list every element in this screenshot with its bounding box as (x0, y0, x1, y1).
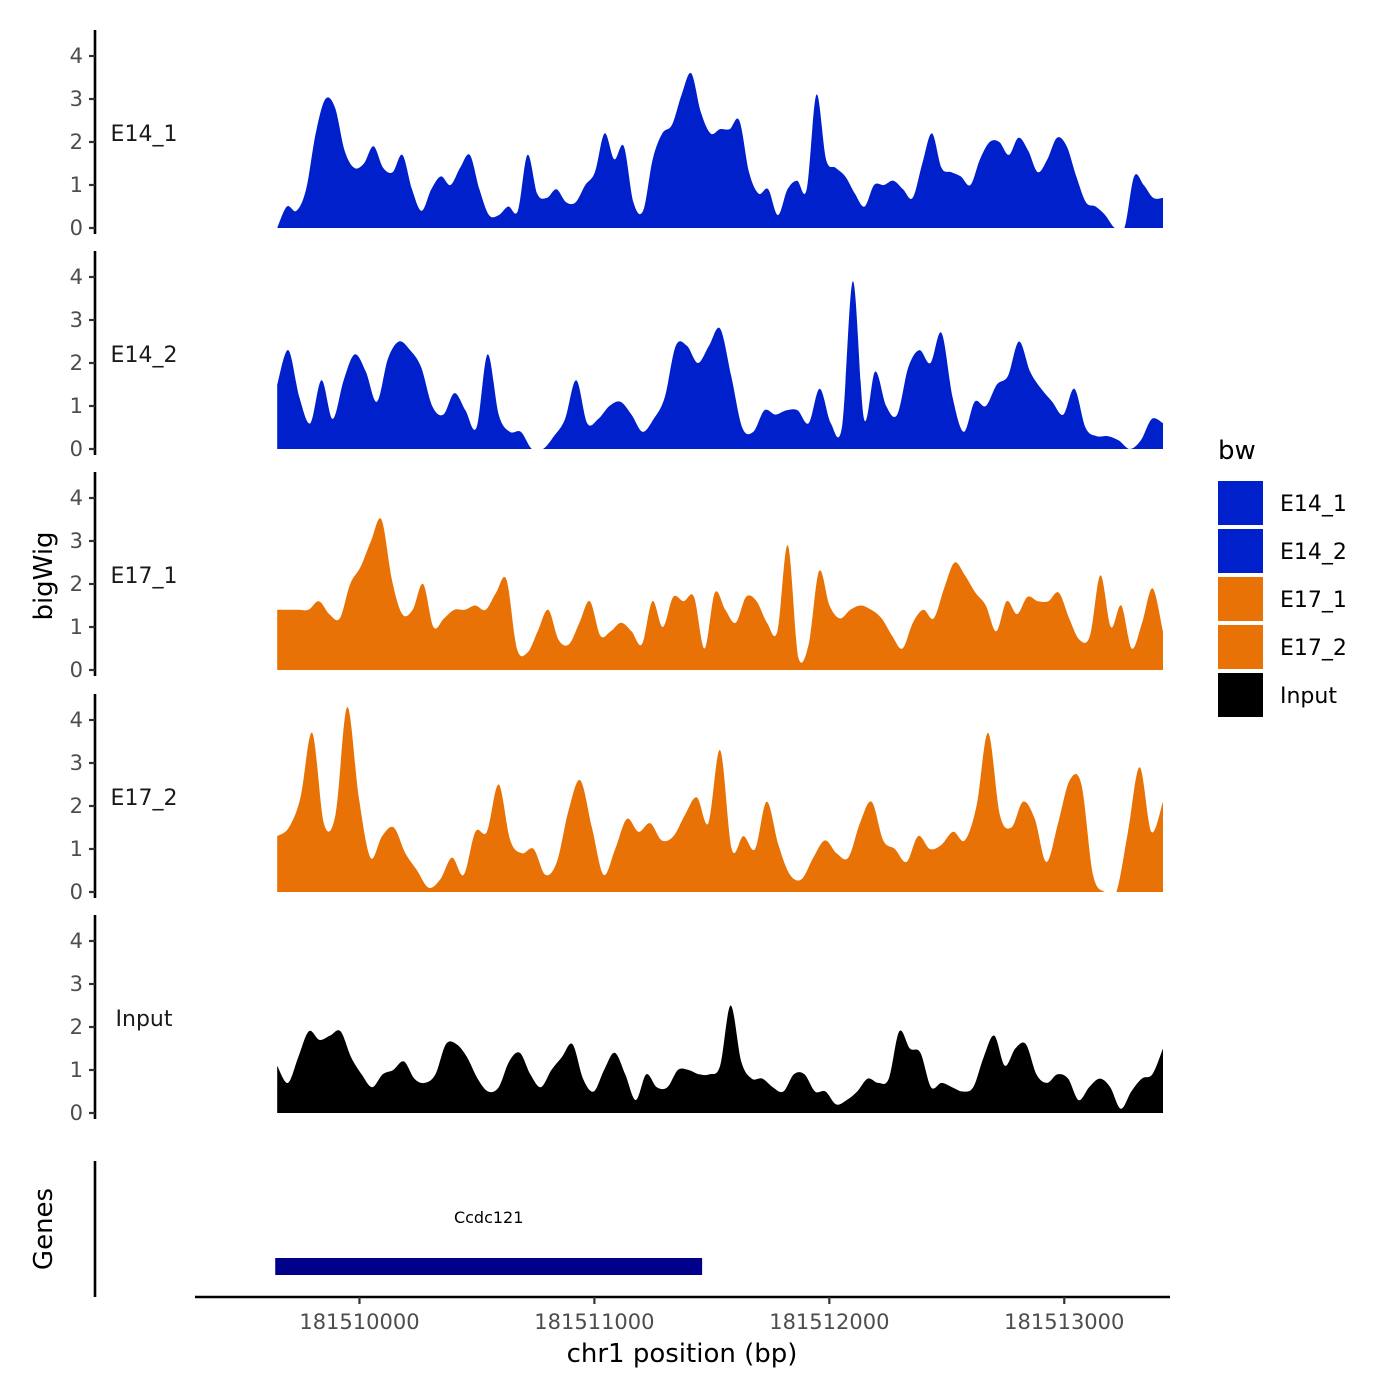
y-axis-title: bigWig (29, 531, 59, 620)
y-tick-label: 0 (70, 1101, 83, 1125)
y-tick-label: 2 (70, 351, 83, 375)
legend-key-E17_1 (1218, 577, 1263, 621)
legend-label-E14_2: E14_2 (1280, 540, 1347, 565)
track-E14_2: 0 1 2 3 4 E14_2 (70, 251, 1163, 461)
x-axis: 181510000 181511000 181512000 181513000 (195, 1295, 1170, 1334)
area-E14_2 (277, 281, 1163, 449)
y-tick-label: 1 (70, 615, 83, 639)
gene-label: Ccdc121 (454, 1208, 523, 1227)
legend-key-Input (1218, 673, 1263, 717)
y-tick-label: 3 (70, 972, 83, 996)
track-label-E14_1: E14_1 (111, 122, 178, 147)
y-tick-label: 4 (70, 486, 83, 510)
genes-axis-title: Genes (29, 1188, 59, 1270)
x-axis-title: chr1 position (bp) (567, 1339, 798, 1369)
y-tick-label: 0 (70, 437, 83, 461)
y-tick-label: 4 (70, 265, 83, 289)
gene-bar (275, 1258, 703, 1275)
legend-key-E14_2 (1218, 529, 1263, 573)
y-tick-label: 1 (70, 1058, 83, 1082)
legend-label-E17_1: E17_1 (1280, 588, 1347, 613)
track-label-E17_1: E17_1 (111, 564, 178, 589)
track-E17_2: 0 1 2 3 4 E17_2 (70, 694, 1163, 904)
y-tick-label: 2 (70, 572, 83, 596)
area-Input (277, 1005, 1163, 1113)
area-E17_1 (277, 518, 1163, 670)
y-tick-label: 3 (70, 87, 83, 111)
y-tick-label: 0 (70, 216, 83, 240)
y-tick-label: 3 (70, 751, 83, 775)
track-E17_1: 0 1 2 3 4 E17_1 (70, 472, 1163, 682)
track-label-E17_2: E17_2 (111, 786, 178, 811)
area-E17_2 (277, 707, 1163, 892)
legend-key-E17_2 (1218, 625, 1263, 669)
legend-label-Input: Input (1280, 684, 1337, 709)
legend-label-E17_2: E17_2 (1280, 636, 1347, 661)
legend: bw E14_1 E14_2 E17_1 E17_2 Input (1218, 436, 1347, 717)
y-tick-label: 4 (70, 929, 83, 953)
track-label-Input: Input (116, 1007, 173, 1032)
x-tick-label: 181510000 (299, 1310, 419, 1334)
legend-title: bw (1218, 436, 1256, 466)
legend-key-E14_1 (1218, 481, 1263, 525)
y-tick-label: 2 (70, 794, 83, 818)
y-tick-label: 4 (70, 44, 83, 68)
genes-panel: Ccdc121 (93, 1161, 703, 1297)
y-tick-label: 1 (70, 394, 83, 418)
legend-label-E14_1: E14_1 (1280, 492, 1347, 517)
y-tick-label: 0 (70, 658, 83, 682)
y-tick-label: 1 (70, 837, 83, 861)
y-tick-label: 0 (70, 880, 83, 904)
x-tick-label: 181511000 (534, 1310, 654, 1334)
y-tick-label: 1 (70, 173, 83, 197)
area-E14_1 (277, 72, 1163, 228)
track-E14_1: 0 1 2 3 4 E14_1 (70, 30, 1163, 240)
x-tick-label: 181513000 (1004, 1310, 1124, 1334)
y-tick-label: 3 (70, 529, 83, 553)
x-tick-label: 181512000 (769, 1310, 889, 1334)
track-label-E14_2: E14_2 (111, 343, 178, 368)
track-Input: 0 1 2 3 4 Input (70, 915, 1163, 1125)
y-tick-label: 3 (70, 308, 83, 332)
y-tick-label: 2 (70, 130, 83, 154)
y-tick-label: 4 (70, 708, 83, 732)
bigwig-tracks: 0 1 2 3 4 E14_1 0 1 2 3 4 E14_2 0 1 2 3 4 E17_1 0 1 2 3 4 E17_2… (70, 30, 1163, 1125)
y-tick-label: 2 (70, 1015, 83, 1039)
